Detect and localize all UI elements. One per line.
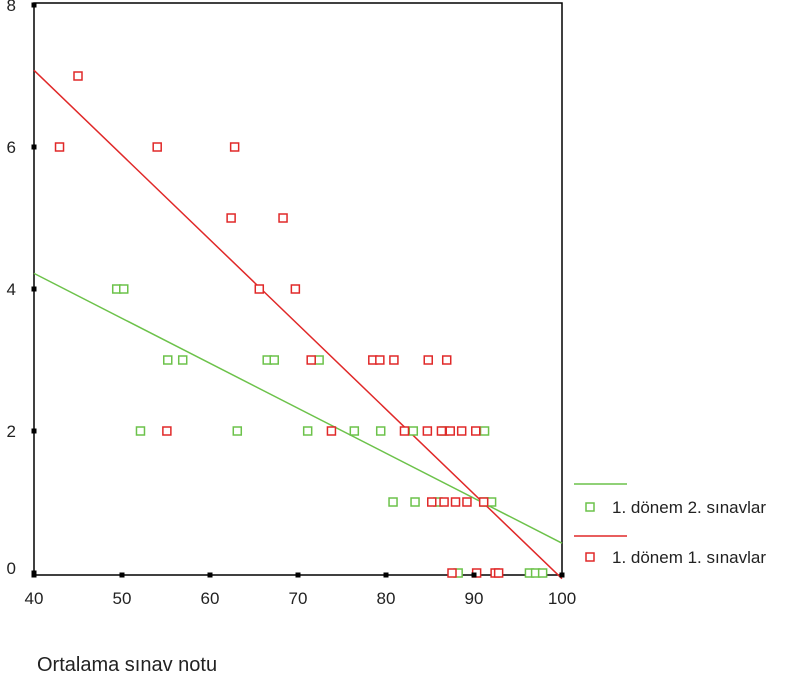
x-tick-7: [559, 572, 565, 578]
point-s2-4: [229, 142, 240, 152]
x-tick-5: [383, 572, 389, 578]
legend-label-1: 1. dönem 2. sınavlar: [612, 498, 766, 517]
y-tick-1: [31, 570, 37, 576]
x-tick-label-2: 50: [113, 589, 132, 608]
point-s2-9: [306, 355, 316, 365]
point-s1-9: [232, 426, 243, 436]
x-tick-3: [207, 572, 213, 578]
point-s2-25: [450, 497, 461, 507]
point-s2-16: [326, 426, 337, 436]
point-s2-13: [423, 355, 433, 365]
point-s1-13: [408, 426, 419, 436]
point-s2-7: [254, 284, 265, 294]
legend-marker-2: [585, 552, 595, 562]
y-tick-5: [31, 2, 37, 8]
point-s2-18: [422, 426, 433, 436]
fit-line-1: [33, 272, 563, 544]
point-s2-20: [445, 426, 455, 436]
point-s1-17: [410, 497, 420, 507]
point-s1-3: [163, 355, 173, 365]
y-tick-2: [31, 428, 37, 434]
point-s2-11: [375, 355, 385, 365]
legend: 1. dönem 2. sınavlar 1. dönem 1. sınavlar: [574, 483, 766, 567]
point-s2-12: [389, 355, 399, 365]
point-s2-3: [152, 142, 162, 152]
x-tick-4: [295, 572, 301, 578]
x-tick-label-7: 100: [548, 589, 576, 608]
y-tick-label-5: 8: [7, 0, 16, 15]
point-s2-19: [436, 426, 447, 436]
y-tick-label-4: 6: [7, 138, 16, 157]
point-s1-12: [375, 426, 386, 436]
point-s1-10: [302, 426, 313, 436]
legend-marker-1: [585, 502, 595, 512]
point-s1-15: [479, 426, 490, 436]
x-tick-label-1: 40: [25, 589, 44, 608]
point-s2-27: [478, 497, 489, 507]
data-points: [54, 71, 548, 578]
y-tick-label-1: 0: [7, 559, 16, 578]
point-s1-4: [177, 355, 188, 365]
point-s2-5: [226, 213, 236, 223]
point-s2-28: [447, 568, 457, 578]
x-axis-title: Ortalama sınav notu: [37, 654, 217, 676]
point-s1-11: [349, 426, 360, 436]
y-tick-label-3: 4: [7, 280, 16, 299]
fit-line-2: [33, 69, 563, 580]
x-tick-2: [119, 572, 125, 578]
x-tick-label-5: 80: [377, 589, 396, 608]
point-s2-22: [471, 426, 481, 436]
y-tick-4: [31, 144, 37, 150]
x-axis: 40 50 60 70 80 90 100: [25, 572, 576, 608]
point-s2-24: [439, 497, 449, 507]
x-tick-label-4: 70: [289, 589, 308, 608]
point-s2-26: [462, 497, 472, 507]
point-s1-16: [388, 497, 398, 507]
point-s1-6: [269, 355, 279, 365]
point-s1-2: [119, 284, 129, 294]
point-s2-14: [441, 355, 452, 365]
point-s2-21: [456, 426, 467, 436]
y-tick-label-2: 2: [7, 422, 16, 441]
x-tick-label-3: 60: [201, 589, 220, 608]
point-s2-2: [54, 142, 65, 152]
point-s2-6: [278, 213, 288, 223]
point-s2-8: [290, 284, 301, 294]
point-s2-1: [73, 71, 83, 81]
fit-lines: [33, 69, 563, 580]
point-s1-24: [537, 568, 548, 578]
point-s1-7: [314, 355, 324, 365]
point-s2-23: [427, 497, 437, 507]
y-axis: 0 2 4 6 8: [7, 0, 37, 578]
point-s2-17: [399, 426, 410, 436]
legend-label-2: 1. dönem 1. sınavlar: [612, 548, 766, 567]
y-tick-3: [31, 286, 37, 292]
point-s1-20: [486, 497, 497, 507]
point-s1-8: [135, 426, 146, 436]
point-s2-15: [162, 426, 172, 436]
x-tick-6: [471, 572, 477, 578]
point-s2-31: [493, 568, 504, 578]
x-tick-label-6: 90: [465, 589, 484, 608]
